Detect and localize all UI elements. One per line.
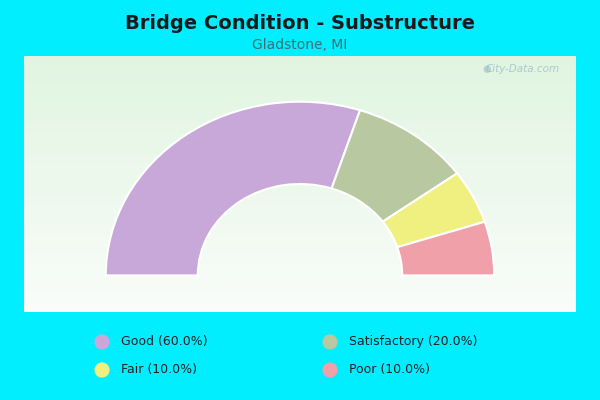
Text: Fair (10.0%): Fair (10.0%) [121, 364, 197, 376]
Point [325, 367, 335, 373]
Text: City-Data.com: City-Data.com [485, 64, 559, 74]
Point [97, 367, 107, 373]
Wedge shape [397, 222, 494, 276]
Text: Good (60.0%): Good (60.0%) [121, 336, 208, 348]
Point [97, 339, 107, 345]
Wedge shape [106, 102, 360, 276]
Text: Bridge Condition - Substructure: Bridge Condition - Substructure [125, 14, 475, 33]
Text: Gladstone, MI: Gladstone, MI [253, 38, 347, 52]
Wedge shape [383, 173, 485, 247]
Wedge shape [332, 110, 457, 222]
Point [325, 339, 335, 345]
Text: Satisfactory (20.0%): Satisfactory (20.0%) [349, 336, 478, 348]
Text: ●: ● [482, 64, 490, 74]
Text: Poor (10.0%): Poor (10.0%) [349, 364, 430, 376]
